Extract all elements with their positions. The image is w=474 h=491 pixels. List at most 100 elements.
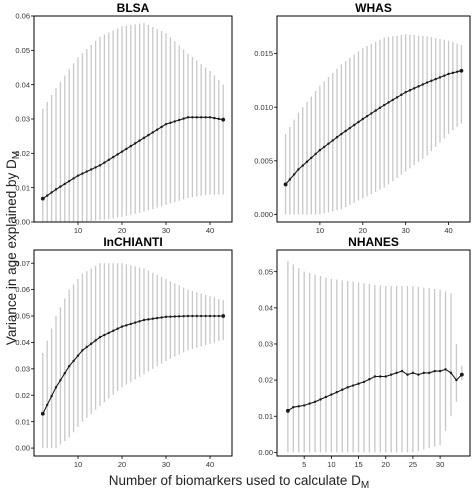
mean-point	[318, 148, 322, 152]
mean-point	[283, 182, 288, 187]
mean-point	[447, 72, 450, 76]
y-tick-label: 0.005	[254, 156, 273, 165]
mean-point	[156, 128, 159, 131]
mean-point	[40, 411, 45, 416]
mean-point	[63, 372, 66, 375]
mean-point	[68, 179, 71, 183]
mean-point	[85, 170, 89, 173]
mean-point	[395, 96, 399, 99]
x-tick-label: 20	[382, 460, 390, 469]
y-tick-label: 0.015	[254, 49, 273, 58]
y-tick-label: 0.000	[254, 210, 273, 219]
mean-point	[200, 116, 203, 119]
mean-point	[322, 145, 326, 149]
x-tick-label: 10	[327, 460, 335, 469]
mean-point	[434, 77, 437, 81]
mean-point	[331, 139, 334, 142]
mean-point	[40, 196, 45, 201]
mean-point	[213, 116, 216, 120]
mean-point	[178, 315, 181, 318]
mean-point	[428, 371, 431, 375]
mean-point	[112, 155, 115, 159]
mean-point	[59, 379, 62, 382]
panel-inchianti: InCHIANTI 10 20 30 40 0.00 0.01 0.02 0.03 0.04 0.0…	[15, 235, 233, 469]
mean-point	[138, 139, 141, 142]
mean-point	[357, 382, 360, 385]
mean-point	[425, 81, 429, 84]
mean-point	[368, 378, 371, 381]
mean-point	[191, 116, 194, 119]
mean-point	[125, 324, 128, 327]
mean-point	[129, 322, 132, 326]
mean-point	[438, 369, 442, 373]
mean-point	[379, 375, 382, 378]
mean-point	[221, 117, 226, 122]
mean-point	[451, 71, 455, 75]
mean-point	[365, 115, 369, 118]
mean-point	[156, 316, 159, 320]
y-tick-label: 0.01	[258, 412, 273, 421]
mean-point	[305, 160, 309, 163]
panels-layer: BLSA 10 20 30 40 0.00 0.01 0.02 0.03 0.04 0.05 0.06…	[15, 1, 471, 469]
x-tick-label: 15	[354, 460, 362, 469]
mean-point	[164, 315, 168, 319]
x-tick-label: 40	[206, 460, 214, 469]
mean-point	[107, 331, 111, 335]
mean-point	[160, 125, 163, 129]
mean-point	[408, 89, 412, 92]
mean-point	[361, 117, 364, 121]
mean-point	[374, 109, 377, 112]
mean-point	[90, 168, 93, 171]
mean-point	[142, 318, 146, 322]
mean-point	[50, 191, 53, 194]
x-tick-label: 30	[436, 460, 444, 469]
y-tick-label: 0.07	[15, 259, 30, 268]
error-bars	[42, 263, 224, 449]
x-tick-label: 10	[316, 226, 324, 235]
x-tick-label: 5	[302, 460, 306, 469]
mean-point	[373, 375, 377, 378]
mean-point	[116, 327, 119, 330]
mean-point	[120, 325, 124, 328]
mean-point	[327, 142, 330, 145]
mean-point	[301, 164, 304, 167]
mean-point	[221, 314, 226, 318]
y-tick-label: 0.04	[15, 338, 30, 347]
y-tick-label: 0.04	[258, 303, 273, 312]
mean-point	[297, 405, 300, 408]
mean-point	[348, 126, 352, 130]
x-tick-label: 30	[401, 226, 409, 235]
mean-point	[182, 117, 185, 120]
mean-point	[81, 172, 84, 175]
mean-point	[54, 188, 58, 191]
mean-point	[217, 117, 220, 121]
error-bars	[284, 34, 463, 215]
error-bars	[42, 22, 224, 222]
mean-point	[335, 390, 339, 394]
x-axis-label: Number of biomarkers used to calculate D…	[109, 473, 369, 491]
mean-point	[134, 321, 137, 324]
mean-points	[40, 314, 226, 416]
y-tick-label: 0.05	[15, 312, 30, 321]
mean-point	[362, 380, 366, 384]
mean-points	[285, 368, 464, 413]
mean-point	[288, 178, 292, 181]
mean-point	[438, 76, 442, 79]
x-tick-label: 30	[162, 460, 170, 469]
x-tick-label: 10	[74, 226, 82, 235]
panel-blsa: BLSA 10 20 30 40 0.00 0.01 0.02 0.03 0.04 0.05 0.06	[15, 1, 233, 235]
mean-point	[292, 173, 296, 176]
mean-point	[85, 345, 89, 349]
mean-point	[302, 404, 306, 407]
mean-point	[400, 369, 404, 373]
y-tick-label: 0.00	[15, 444, 30, 453]
panel-nhanes: NHANES 5 10 15 20 25 30 0.00 0.01 0.02 0.03 0.04 0.0…	[258, 235, 471, 469]
mean-point	[330, 393, 333, 396]
panel-frame	[276, 15, 471, 223]
mean-point	[319, 398, 322, 401]
x-tick-label: 20	[118, 226, 126, 235]
mean-point	[98, 335, 102, 339]
y-tick-label: 0.03	[15, 364, 30, 373]
y-tick-label: 0.01	[15, 183, 30, 192]
